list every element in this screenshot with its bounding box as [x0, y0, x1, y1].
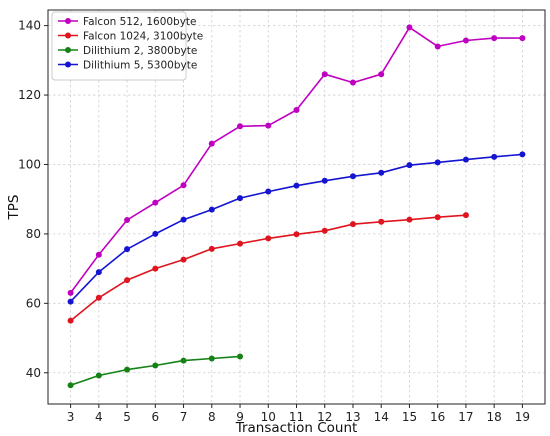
x-tick-label: 11: [289, 410, 304, 424]
data-point: [152, 199, 159, 206]
data-point: [208, 206, 215, 213]
data-point: [67, 317, 74, 324]
data-point: [67, 382, 74, 389]
legend-label: Falcon 512, 1600byte: [83, 16, 197, 28]
data-point: [265, 188, 272, 195]
data-point: [378, 169, 385, 176]
legend-swatch-marker: [65, 47, 71, 53]
x-tick-label: 16: [430, 410, 445, 424]
data-point: [67, 289, 74, 296]
data-point: [462, 156, 469, 163]
legend-label: Dilithium 2, 3800byte: [83, 45, 197, 57]
legend-label: Falcon 1024, 3100byte: [83, 30, 203, 42]
data-point: [180, 182, 187, 189]
data-point: [321, 177, 328, 184]
data-point: [321, 71, 328, 78]
data-point: [124, 277, 131, 284]
data-point: [208, 140, 215, 147]
data-point: [406, 24, 413, 31]
data-point: [434, 214, 441, 221]
data-point: [237, 353, 244, 360]
data-point: [349, 221, 356, 228]
data-point: [124, 246, 131, 253]
data-point: [237, 123, 244, 130]
y-tick-label: 120: [18, 88, 41, 102]
data-point: [67, 298, 74, 305]
data-point: [406, 162, 413, 169]
data-point: [265, 235, 272, 242]
data-point: [208, 355, 215, 362]
data-point: [321, 227, 328, 234]
y-tick-label: 100: [18, 157, 41, 171]
legend-swatch-marker: [65, 32, 71, 39]
data-point: [208, 245, 215, 252]
data-point: [293, 231, 300, 238]
x-tick-label: 5: [123, 410, 131, 424]
data-point: [378, 218, 385, 225]
data-point: [237, 195, 244, 202]
series-2: [67, 212, 469, 324]
x-tick-label: 12: [317, 410, 332, 424]
x-tick-label: 9: [236, 410, 244, 424]
x-tick-label: 6: [151, 410, 159, 424]
data-point: [180, 256, 187, 263]
legend-swatch-marker: [65, 18, 71, 24]
data-point: [349, 173, 356, 180]
x-tick-label: 18: [487, 410, 502, 424]
series-layer: [67, 24, 526, 389]
data-point: [434, 159, 441, 166]
legend-label: Dilithium 5, 5300byte: [83, 59, 197, 71]
data-point: [95, 251, 102, 258]
data-point: [462, 212, 469, 219]
data-point: [152, 362, 159, 369]
x-tick-label: 10: [261, 410, 276, 424]
data-point: [95, 372, 102, 379]
data-point: [491, 35, 498, 42]
y-tick-label: 140: [18, 19, 41, 33]
legend-box: [51, 11, 187, 81]
data-point: [434, 43, 441, 50]
x-tick-label: 13: [345, 410, 360, 424]
data-point: [95, 294, 102, 301]
data-point: [491, 153, 498, 160]
x-tick-label: 8: [208, 410, 216, 424]
x-axis-title: Transaction Count: [235, 420, 358, 436]
data-point: [519, 35, 526, 42]
data-point: [293, 106, 300, 113]
data-point: [349, 79, 356, 86]
data-point: [124, 366, 131, 373]
axis-ticks: 3 4 5 6 7 8 9 10 11 12 13 14 15 16 17 18 19 40 60 80 100 120 1…: [18, 19, 530, 424]
legend: Falcon 512, 1600byte Falcon 1024, 3100byt…: [51, 11, 203, 81]
data-point: [180, 216, 187, 223]
data-point: [237, 240, 244, 247]
data-point: [519, 151, 526, 158]
x-tick-label: 17: [458, 410, 473, 424]
series-4: [67, 151, 526, 305]
y-tick-label: 80: [26, 227, 41, 241]
x-tick-label: 14: [374, 410, 389, 424]
y-axis-title: TPS: [6, 195, 22, 221]
x-tick-label: 7: [180, 410, 188, 424]
x-tick-label: 15: [402, 410, 417, 424]
data-point: [152, 230, 159, 237]
x-tick-label: 19: [515, 410, 530, 424]
data-point: [152, 265, 159, 272]
data-point: [180, 357, 187, 364]
series-3: [67, 353, 244, 389]
data-point: [378, 71, 385, 78]
x-tick-label: 4: [95, 410, 103, 424]
x-tick-label: 3: [67, 410, 75, 424]
legend-swatch-marker: [65, 61, 71, 68]
data-point: [406, 216, 413, 223]
data-point: [265, 122, 272, 129]
data-point: [124, 217, 131, 224]
series-1: [67, 24, 526, 296]
data-point: [95, 269, 102, 276]
y-tick-label: 60: [26, 296, 41, 310]
data-point: [462, 37, 469, 44]
data-point: [293, 182, 300, 189]
y-tick-label: 40: [26, 366, 41, 380]
